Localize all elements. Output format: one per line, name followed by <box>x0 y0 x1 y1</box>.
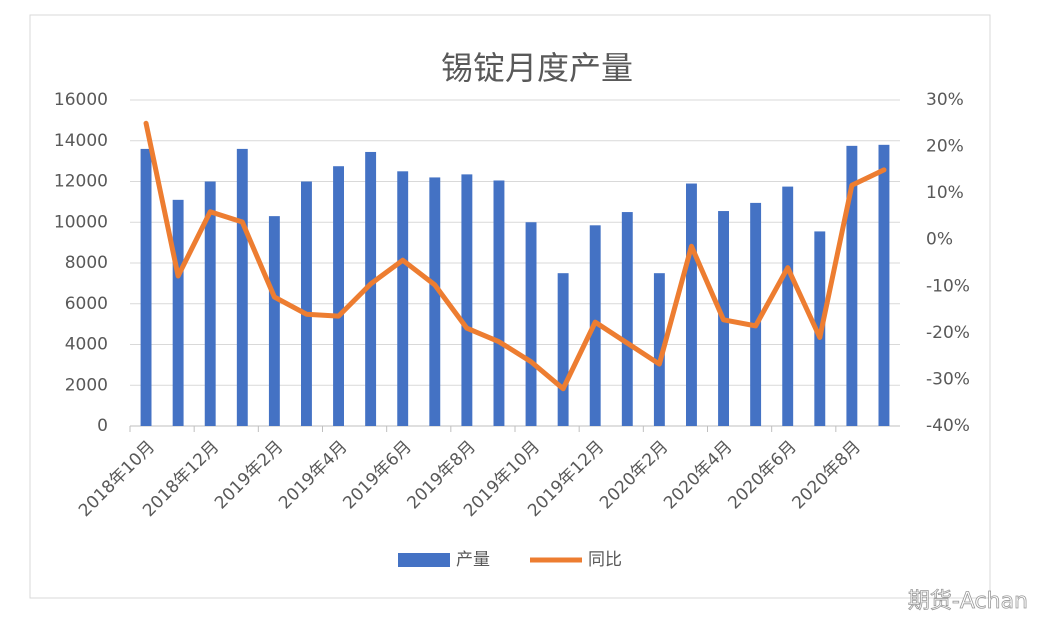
bar <box>686 183 697 426</box>
bar <box>461 174 473 426</box>
y-tick-label: 16000 <box>54 90 108 110</box>
y-tick-label: 2000 <box>65 375 108 395</box>
y2-tick-label: -20% <box>926 323 970 343</box>
watermark: 期货-Achan <box>908 589 1028 614</box>
bar <box>493 180 505 426</box>
bar <box>846 145 858 426</box>
bar <box>365 151 377 427</box>
chart-frame <box>29 14 991 599</box>
y2-tick-label: 30% <box>926 90 964 110</box>
y-tick-label: 12000 <box>54 172 108 192</box>
y-tick-label: 4000 <box>65 335 108 355</box>
y2-tick-label: -40% <box>926 416 970 436</box>
bar <box>268 216 280 426</box>
bar <box>172 199 184 426</box>
y2-tick-label: -30% <box>926 369 970 389</box>
y-tick-label: 6000 <box>65 294 108 314</box>
legend-label: 产量 <box>456 550 490 570</box>
bar <box>525 222 537 426</box>
bar <box>204 181 216 426</box>
legend-swatch <box>398 553 450 567</box>
bar <box>621 212 633 426</box>
bar <box>140 148 152 426</box>
bar <box>333 166 344 426</box>
y-tick-label: 10000 <box>54 212 108 232</box>
legend-label: 同比 <box>588 550 622 570</box>
bar <box>236 148 248 426</box>
y-tick-label: 14000 <box>54 131 108 151</box>
y-tick-label: 8000 <box>65 253 108 273</box>
y2-tick-label: 0% <box>926 230 953 250</box>
bar <box>782 186 794 426</box>
y-tick-label: 0 <box>97 416 108 436</box>
bar <box>557 273 569 426</box>
line <box>143 120 887 392</box>
bar <box>429 177 441 426</box>
bar <box>750 202 762 426</box>
chart-title: 锡锭月度产量 <box>441 49 633 87</box>
bar <box>653 273 665 426</box>
y2-tick-label: 10% <box>926 183 964 203</box>
bar <box>301 181 312 426</box>
y2-tick-label: -10% <box>926 276 970 296</box>
bar <box>878 144 890 426</box>
bar <box>397 171 409 426</box>
y2-tick-label: 20% <box>926 137 964 157</box>
